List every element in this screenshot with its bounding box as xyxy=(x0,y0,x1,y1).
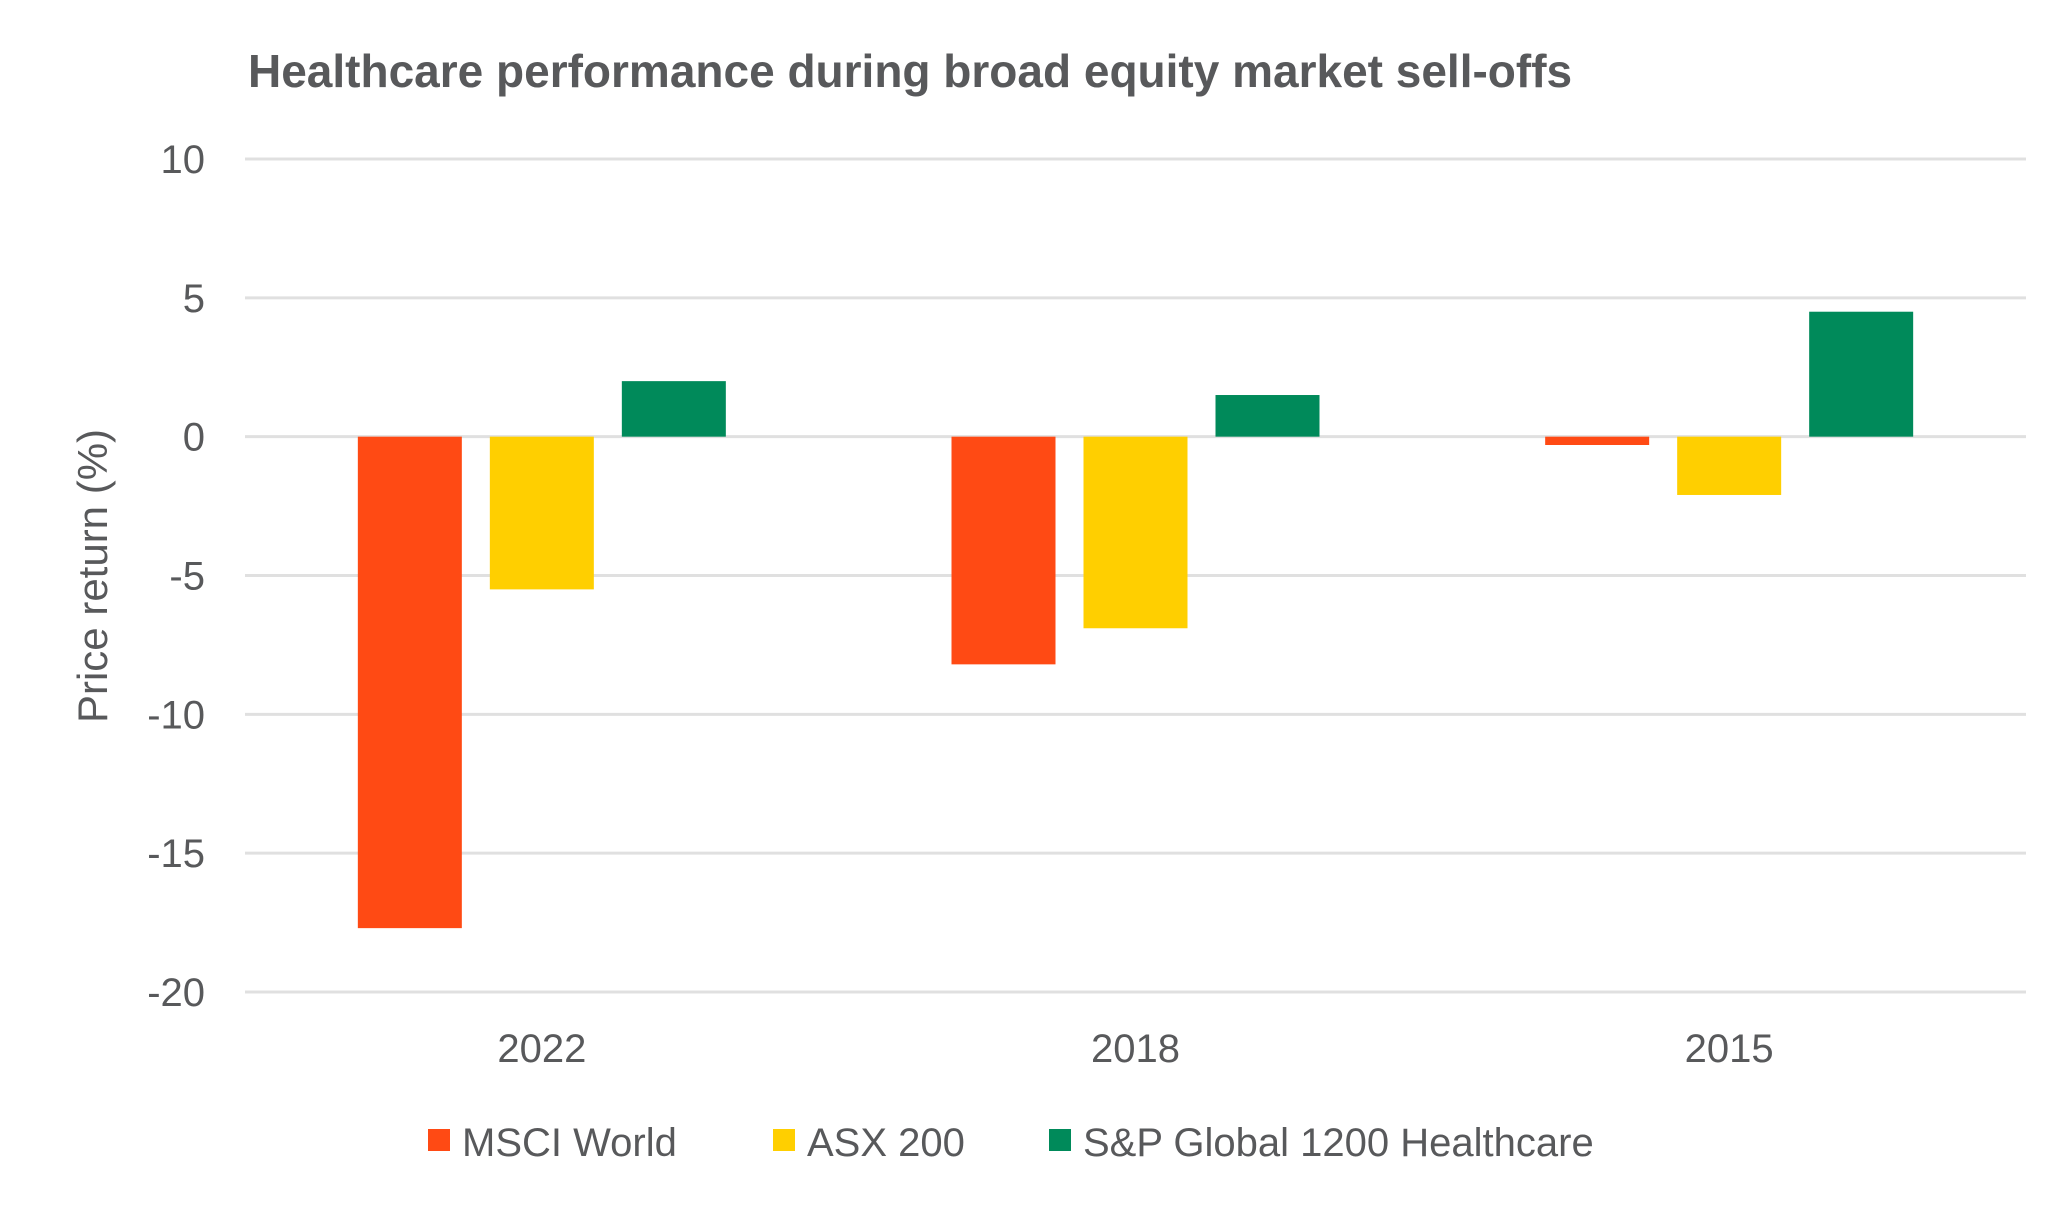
y-tick-label: -10 xyxy=(147,693,205,737)
legend-label: MSCI World xyxy=(462,1121,677,1165)
y-axis-label: Price return (%) xyxy=(69,429,116,723)
legend-label: ASX 200 xyxy=(807,1121,965,1165)
legend-label: S&P Global 1200 Healthcare xyxy=(1083,1121,1594,1165)
legend-swatch xyxy=(773,1129,795,1151)
y-tick-label: -20 xyxy=(147,971,205,1015)
bar-s-p-global-1200-healthcare-2018 xyxy=(1215,395,1320,437)
bar-asx-200-2022 xyxy=(489,436,594,590)
bar-asx-200-2018 xyxy=(1083,436,1188,629)
bar-asx-200-2015 xyxy=(1677,436,1782,495)
bar-msci-world-2018 xyxy=(951,436,1056,665)
legend-swatch xyxy=(1049,1129,1071,1151)
x-tick-label: 2018 xyxy=(1091,1027,1180,1071)
y-tick-label: 0 xyxy=(183,416,205,460)
bar-s-p-global-1200-healthcare-2015 xyxy=(1809,311,1914,437)
y-tick-label: -15 xyxy=(147,832,205,876)
bar-msci-world-2022 xyxy=(357,436,462,929)
bar-msci-world-2015 xyxy=(1545,436,1650,445)
chart-title: Healthcare performance during broad equi… xyxy=(248,45,1572,97)
y-tick-label: -5 xyxy=(169,555,205,599)
x-tick-label: 2022 xyxy=(497,1027,586,1071)
x-tick-label: 2015 xyxy=(1685,1027,1774,1071)
y-tick-label: 5 xyxy=(183,277,205,321)
legend-swatch xyxy=(428,1129,450,1151)
bar-s-p-global-1200-healthcare-2022 xyxy=(621,381,726,437)
y-tick-label: 10 xyxy=(161,138,206,182)
